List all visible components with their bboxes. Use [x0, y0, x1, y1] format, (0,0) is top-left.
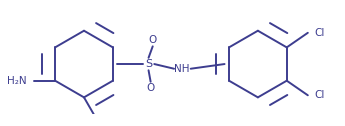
- Text: O: O: [147, 83, 155, 93]
- Text: Cl: Cl: [314, 90, 324, 100]
- Text: Cl: Cl: [314, 28, 324, 38]
- Text: NH: NH: [174, 64, 190, 74]
- Text: O: O: [149, 35, 157, 45]
- Text: H₂N: H₂N: [7, 76, 27, 86]
- Text: S: S: [145, 59, 152, 69]
